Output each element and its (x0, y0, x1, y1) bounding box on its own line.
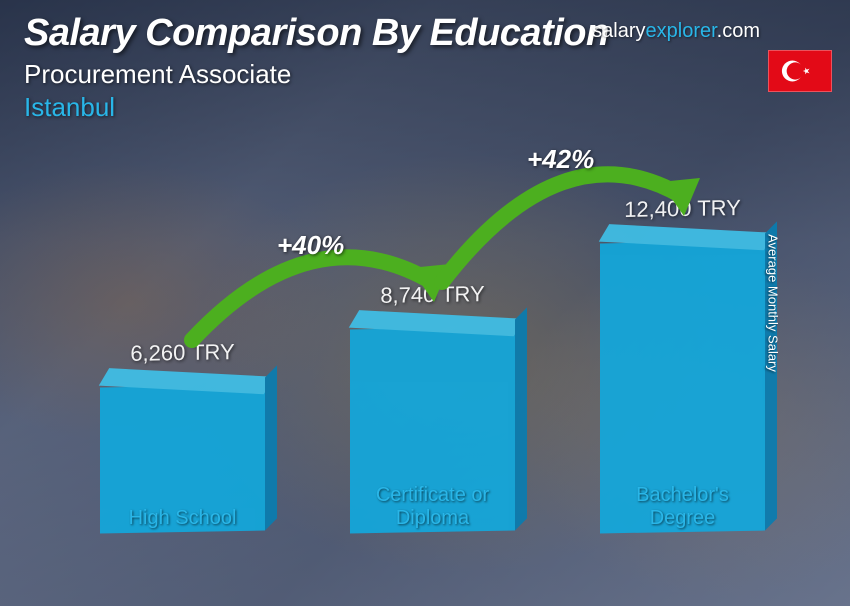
increase-percent-label: +40% (277, 230, 344, 261)
increase-percent-label: +42% (527, 144, 594, 175)
location: Istanbul (24, 92, 609, 123)
brand-suffix: .com (717, 20, 760, 42)
brand-main: salary (592, 20, 645, 42)
brand-logo: salaryexplorer.com (592, 20, 760, 43)
salary-bar-chart: 6,260 TRYHigh School8,740 TRYCertificate… (60, 144, 800, 584)
page-title: Salary Comparison By Education (24, 12, 609, 55)
brand-accent: explorer (646, 20, 717, 42)
increase-arc-icon (60, 144, 800, 584)
job-title: Procurement Associate (24, 59, 609, 90)
header: Salary Comparison By Education Procureme… (24, 12, 609, 123)
y-axis-label: Average Monthly Salary (766, 234, 781, 372)
turkey-flag-icon (768, 50, 832, 92)
